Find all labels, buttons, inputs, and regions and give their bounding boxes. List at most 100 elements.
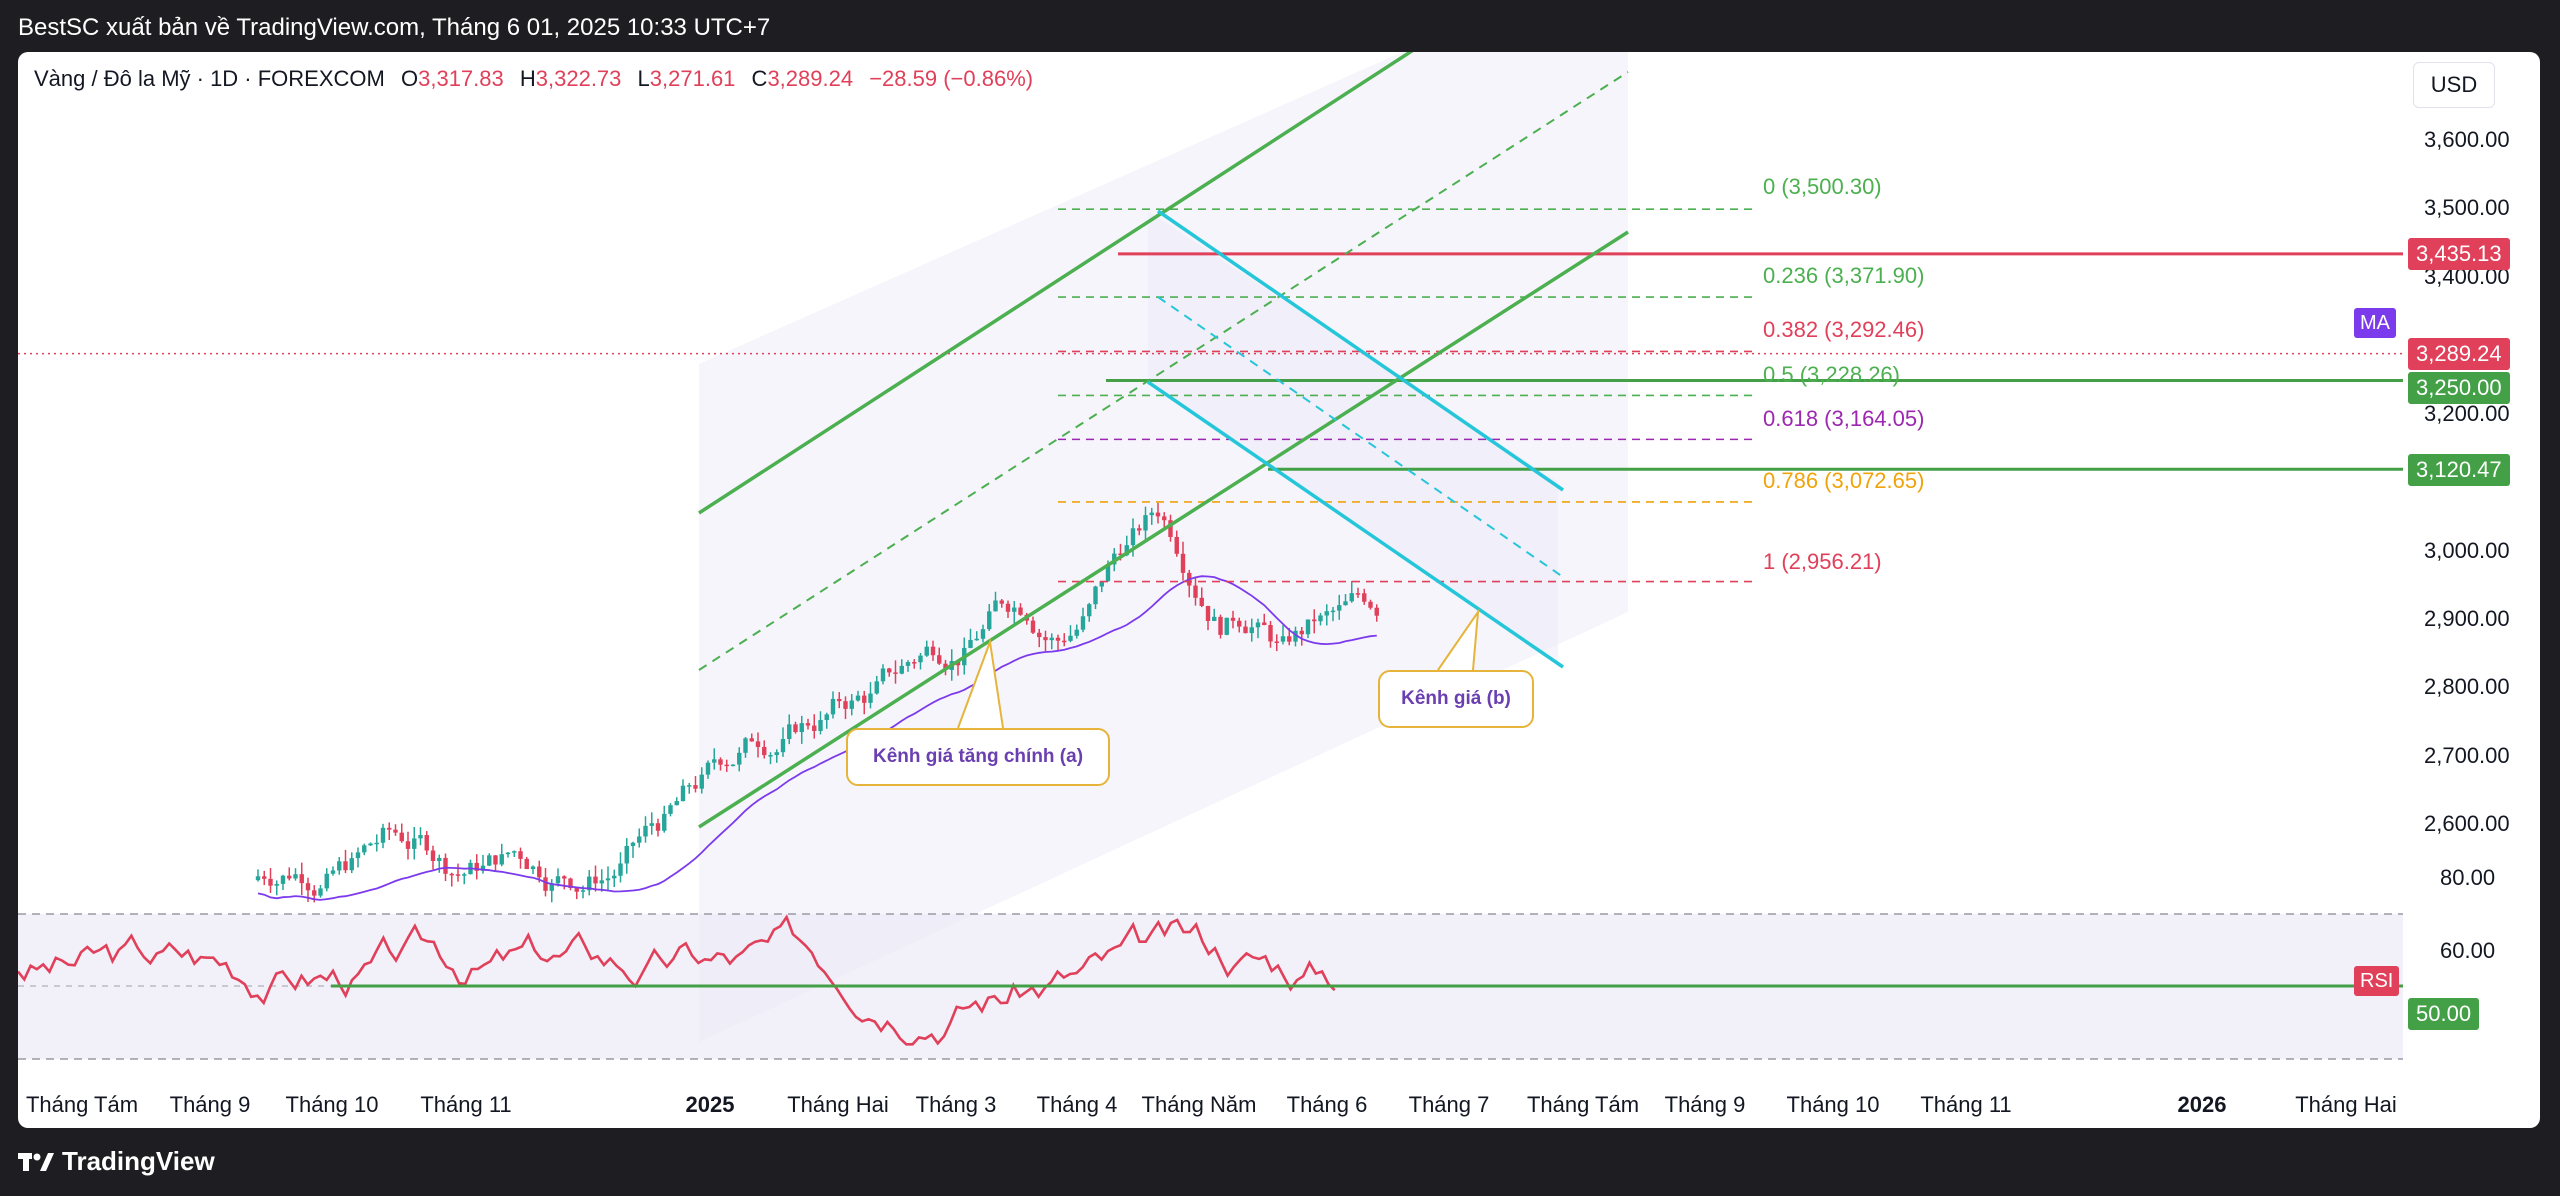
channel-a-upper xyxy=(698,52,1414,515)
candle-body xyxy=(1005,603,1011,612)
publisher-header: BestSC xuất bản về TradingView.com, Thán… xyxy=(18,14,771,41)
candle-body xyxy=(805,723,811,726)
candle-body xyxy=(680,785,686,802)
candle-body xyxy=(1287,636,1292,642)
candle-body xyxy=(1218,616,1223,635)
channel-a-fill xyxy=(699,52,1628,1042)
y-tick: 2,800.00 xyxy=(2424,674,2510,699)
candle-body xyxy=(780,739,786,753)
candle-body xyxy=(1212,616,1217,621)
candle-body xyxy=(299,874,304,884)
candle-body xyxy=(868,693,873,703)
candle-body xyxy=(693,785,698,789)
x-tick: Tháng 9 xyxy=(1664,1092,1746,1117)
chart-panel[interactable]: Vàng / Đô la Mỹ · 1D · FOREXCOM O3,317.8… xyxy=(18,52,2540,1128)
candle-body xyxy=(930,646,936,656)
candle-body xyxy=(1362,593,1367,602)
candle-body xyxy=(312,890,317,896)
low-label: L xyxy=(637,66,650,91)
candle-body xyxy=(687,785,692,787)
candle-body xyxy=(1143,515,1148,531)
candle-body xyxy=(487,855,492,866)
candle-body xyxy=(1224,617,1229,635)
y-tick: 3,000.00 xyxy=(2424,538,2510,563)
rsi-tag[interactable]: RSI xyxy=(2354,966,2400,996)
channel-b-lower xyxy=(1147,380,1564,669)
x-tick: Tháng 11 xyxy=(1920,1092,2012,1117)
candle-body xyxy=(912,662,917,664)
candle-body xyxy=(1118,553,1123,556)
candle-body xyxy=(1237,620,1242,627)
channel-b-fill xyxy=(1148,211,1558,662)
candle-body xyxy=(724,764,729,767)
candle-body xyxy=(1030,620,1036,633)
candle-body xyxy=(474,862,479,871)
candle-body xyxy=(999,600,1004,604)
candle-body xyxy=(1130,528,1136,546)
candle-body xyxy=(855,695,861,701)
y-tick: 2,900.00 xyxy=(2424,606,2510,631)
candle-body xyxy=(480,865,486,871)
callout-a-pointer xyxy=(957,638,1004,729)
candle-body xyxy=(712,759,717,763)
price-label-last: 3,289.24 xyxy=(2408,338,2510,370)
price-label-resistance: 3,435.13 xyxy=(2408,238,2510,270)
candle-body xyxy=(574,888,579,892)
candle-body xyxy=(1199,597,1204,606)
close-label: C xyxy=(751,66,768,91)
candle-body xyxy=(649,823,654,826)
candle-body xyxy=(618,863,623,876)
candle-body xyxy=(1062,640,1067,643)
x-tick: Tháng 10 xyxy=(1786,1092,1880,1117)
candle-body xyxy=(899,665,904,674)
candle-body xyxy=(268,878,273,886)
candle-body xyxy=(512,851,517,853)
y-tick: 2,600.00 xyxy=(2424,811,2510,836)
x-tick: 2025 xyxy=(685,1092,735,1117)
tradingview-logo[interactable]: TradingView xyxy=(18,1146,215,1177)
candle-body xyxy=(662,813,667,831)
candle-body xyxy=(843,701,848,709)
chart-canvas[interactable] xyxy=(18,52,2540,1128)
candle-body xyxy=(462,874,467,876)
candle-body xyxy=(1205,605,1211,621)
candle-body xyxy=(537,866,542,878)
candle-body xyxy=(968,639,973,648)
candle-body xyxy=(1168,520,1173,537)
candle-body xyxy=(355,852,361,859)
candle-body xyxy=(987,611,992,630)
candle-body xyxy=(718,759,723,765)
candle-body xyxy=(1255,622,1261,628)
close-value: 3,289.24 xyxy=(767,66,854,91)
candle-body xyxy=(1230,617,1236,621)
open-value: 3,317.83 xyxy=(418,66,504,91)
x-tick: Tháng 4 xyxy=(1036,1092,1118,1117)
candle-body xyxy=(812,725,817,731)
change-value: −28.59 (−0.86%) xyxy=(869,66,1034,91)
candle-body xyxy=(749,738,754,742)
candle-body xyxy=(880,668,886,682)
fib-label: 0 (3,500.30) xyxy=(1763,174,1882,199)
candle-body xyxy=(787,724,792,740)
candle-body xyxy=(337,861,342,871)
candle-body xyxy=(837,698,842,702)
candle-body xyxy=(393,829,398,833)
candle-body xyxy=(1093,586,1098,605)
candle-body xyxy=(1305,619,1311,635)
candle-body xyxy=(799,723,804,733)
candle-body xyxy=(1324,611,1329,616)
callout-channel-a[interactable]: Kênh giá tăng chính (a) xyxy=(846,728,1110,786)
currency-selector[interactable]: USD xyxy=(2413,62,2495,108)
candle-body xyxy=(318,888,323,896)
candle-body xyxy=(530,866,536,870)
x-tick: Tháng Tám xyxy=(25,1092,139,1117)
ma-tag[interactable]: MA xyxy=(2354,308,2396,338)
callout-channel-b[interactable]: Kênh giá (b) xyxy=(1378,670,1534,728)
candle-body xyxy=(643,825,648,837)
high-label: H xyxy=(519,66,536,91)
x-tick: Tháng Năm xyxy=(1141,1092,1257,1117)
candle-body xyxy=(293,874,298,879)
symbol-name[interactable]: Vàng / Đô la Mỹ · 1D · FOREXCOM xyxy=(34,66,385,91)
candle-body xyxy=(343,861,348,871)
candle-body xyxy=(562,876,567,879)
